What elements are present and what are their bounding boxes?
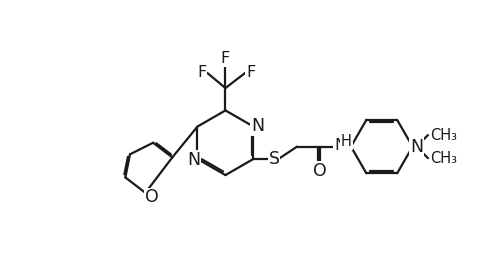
Text: O: O	[312, 162, 326, 180]
Text: H: H	[341, 134, 352, 150]
Text: CH₃: CH₃	[430, 128, 457, 143]
Text: CH₃: CH₃	[430, 151, 457, 166]
Text: O: O	[144, 188, 159, 206]
Text: F: F	[246, 65, 256, 80]
Text: N: N	[334, 138, 346, 153]
Text: S: S	[268, 150, 280, 168]
Text: F: F	[197, 65, 206, 80]
Text: N: N	[187, 151, 200, 169]
Text: N: N	[410, 138, 423, 156]
Text: F: F	[221, 51, 230, 66]
Text: N: N	[251, 117, 264, 135]
